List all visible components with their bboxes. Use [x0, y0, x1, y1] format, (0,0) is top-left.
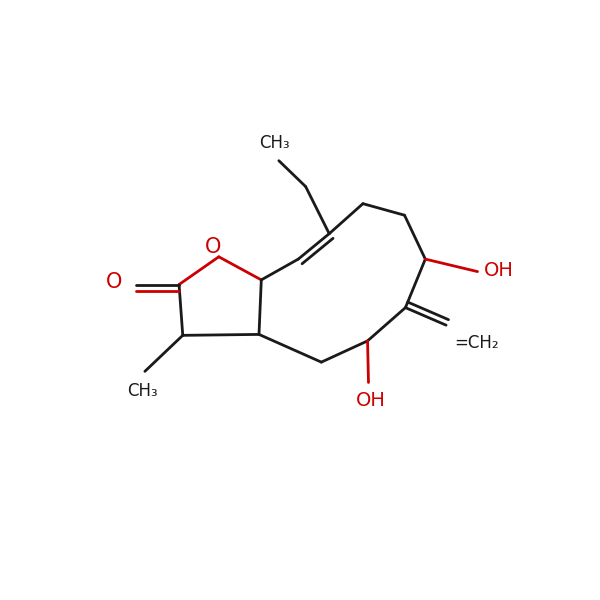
Text: O: O: [106, 272, 122, 292]
Text: OH: OH: [484, 261, 514, 280]
Text: CH₃: CH₃: [259, 134, 290, 152]
Text: O: O: [205, 236, 221, 257]
Text: OH: OH: [355, 391, 385, 410]
Text: =CH₂: =CH₂: [454, 334, 499, 352]
Text: CH₃: CH₃: [127, 382, 158, 400]
